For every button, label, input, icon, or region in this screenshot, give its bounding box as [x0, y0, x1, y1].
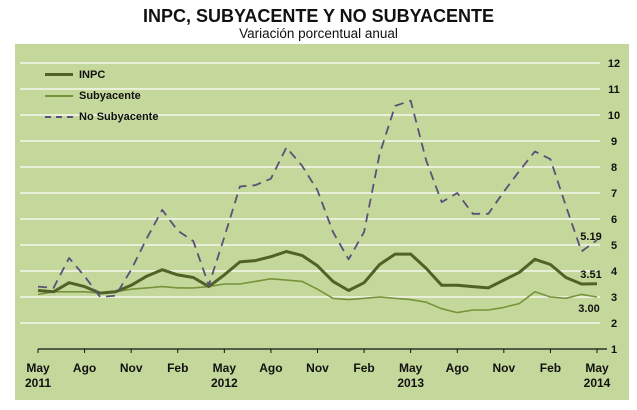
x-tick-year: 2014 — [584, 376, 611, 390]
series-inpc — [37, 250, 598, 295]
annotation-inpc: 3.51 — [580, 269, 601, 281]
y-tick-label: 6 — [611, 214, 617, 226]
value-annotations: 5.19 3.51 3.00 — [578, 231, 601, 315]
legend-item-subyacente: Subyacente — [45, 85, 158, 106]
x-tick-label: Ago — [446, 361, 469, 375]
legend-label: INPC — [79, 68, 106, 81]
y-tick-label: 7 — [611, 188, 617, 200]
gridlines — [20, 62, 600, 324]
legend-swatch-inpc — [45, 73, 73, 76]
series-lines — [37, 99, 598, 314]
x-tick-label: Nov — [306, 361, 329, 375]
x-tick-year: 2011 — [25, 376, 51, 390]
x-tick-year: 2013 — [397, 376, 424, 390]
y-tick-label: 4 — [611, 266, 618, 278]
legend: INPC Subyacente No Subyacente — [45, 64, 158, 127]
x-tick-label: Feb — [167, 361, 188, 375]
y-tick-label: 11 — [608, 84, 620, 96]
annotation-no-subyacente: 5.19 — [580, 231, 601, 243]
x-tick-label: Nov — [120, 361, 143, 375]
legend-label: Subyacente — [79, 89, 141, 102]
y-tick-label: 8 — [611, 162, 617, 174]
x-tick-label: Nov — [492, 361, 515, 375]
x-tick-label: May — [26, 361, 50, 375]
y-tick-label: 10 — [608, 110, 620, 122]
x-tick-year: 2012 — [211, 376, 238, 390]
chart-subtitle: Variación porcentual anual — [239, 26, 398, 41]
x-tick-label: Feb — [540, 361, 561, 375]
legend-item-no-subyacente: No Subyacente — [45, 106, 158, 127]
x-tick-label: Feb — [353, 361, 374, 375]
annotation-subyacente: 3.00 — [578, 303, 599, 315]
x-tick-label: May — [213, 361, 237, 375]
legend-item-inpc: INPC — [45, 64, 158, 85]
y-tick-label: 12 — [608, 58, 620, 70]
y-tick-label: 9 — [611, 136, 617, 148]
y-tick-label: 1 — [611, 344, 617, 356]
plot-area — [15, 44, 629, 400]
series-subyacente — [37, 277, 598, 314]
y-tick-label: 3 — [611, 292, 617, 304]
legend-label: No Subyacente — [79, 110, 159, 123]
y-tick-label: 5 — [611, 240, 617, 252]
legend-swatch-subyacente — [45, 94, 73, 97]
x-tick-label: Ago — [259, 361, 282, 375]
chart-title: INPC, SUBYACENTE Y NO SUBYACENTE — [142, 6, 495, 26]
legend-swatch-no-subyacente — [45, 115, 73, 118]
x-tick-label: Ago — [73, 361, 96, 375]
series-no-subyacente — [37, 99, 598, 298]
x-tick-label: May — [399, 361, 423, 375]
x-tick-label: May — [585, 361, 609, 375]
y-tick-label: 2 — [611, 318, 617, 330]
